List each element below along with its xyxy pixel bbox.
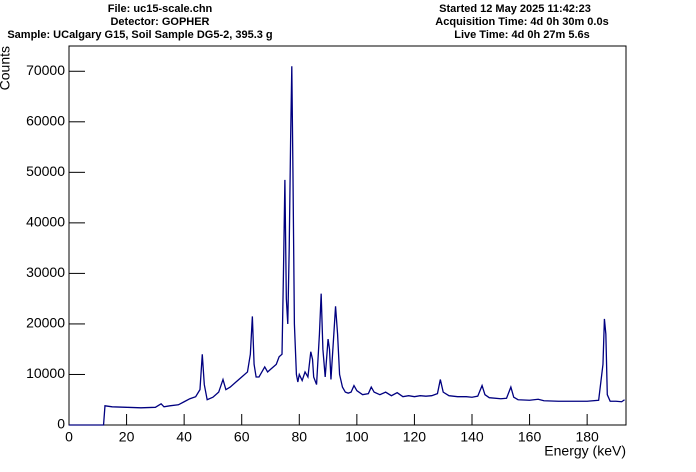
- header-started: Started 12 May 2025 11:42:23: [439, 3, 591, 15]
- x-tick-label: 180: [575, 429, 599, 445]
- x-tick-label: 100: [345, 429, 369, 445]
- x-tick-label: 40: [176, 429, 192, 445]
- header-sample: Sample: UCalgary G15, Soil Sample DG5-2,…: [7, 29, 272, 41]
- x-tick-label: 140: [460, 429, 484, 445]
- x-axis-label: Energy (keV): [544, 443, 626, 459]
- plot-frame: [68, 45, 627, 426]
- y-tick-label: 10000: [26, 365, 65, 381]
- y-tick-label: 0: [57, 416, 65, 432]
- x-tick-label: 160: [518, 429, 542, 445]
- x-tick-label: 20: [119, 429, 135, 445]
- header-live: Live Time: 4d 0h 27m 5.6s: [454, 29, 590, 41]
- header-acq: Acquisition Time: 4d 0h 30m 0.0s: [435, 16, 608, 28]
- y-axis-label: Counts: [0, 46, 13, 90]
- x-tick-label: 0: [65, 429, 73, 445]
- y-tick-label: 50000: [26, 163, 65, 179]
- spectrum-line: [69, 66, 625, 426]
- y-tick-label: 30000: [26, 264, 65, 280]
- y-tick-label: 60000: [26, 113, 65, 129]
- x-tick-label: 60: [234, 429, 250, 445]
- y-tick-label: 70000: [26, 62, 65, 78]
- x-tick-label: 80: [291, 429, 307, 445]
- x-tick-label: 120: [403, 429, 427, 445]
- header-file: File: uc15-scale.chn: [108, 3, 213, 15]
- y-tick-label: 40000: [26, 214, 65, 230]
- header-detector: Detector: GOPHER: [110, 16, 209, 28]
- y-tick-label: 20000: [26, 315, 65, 331]
